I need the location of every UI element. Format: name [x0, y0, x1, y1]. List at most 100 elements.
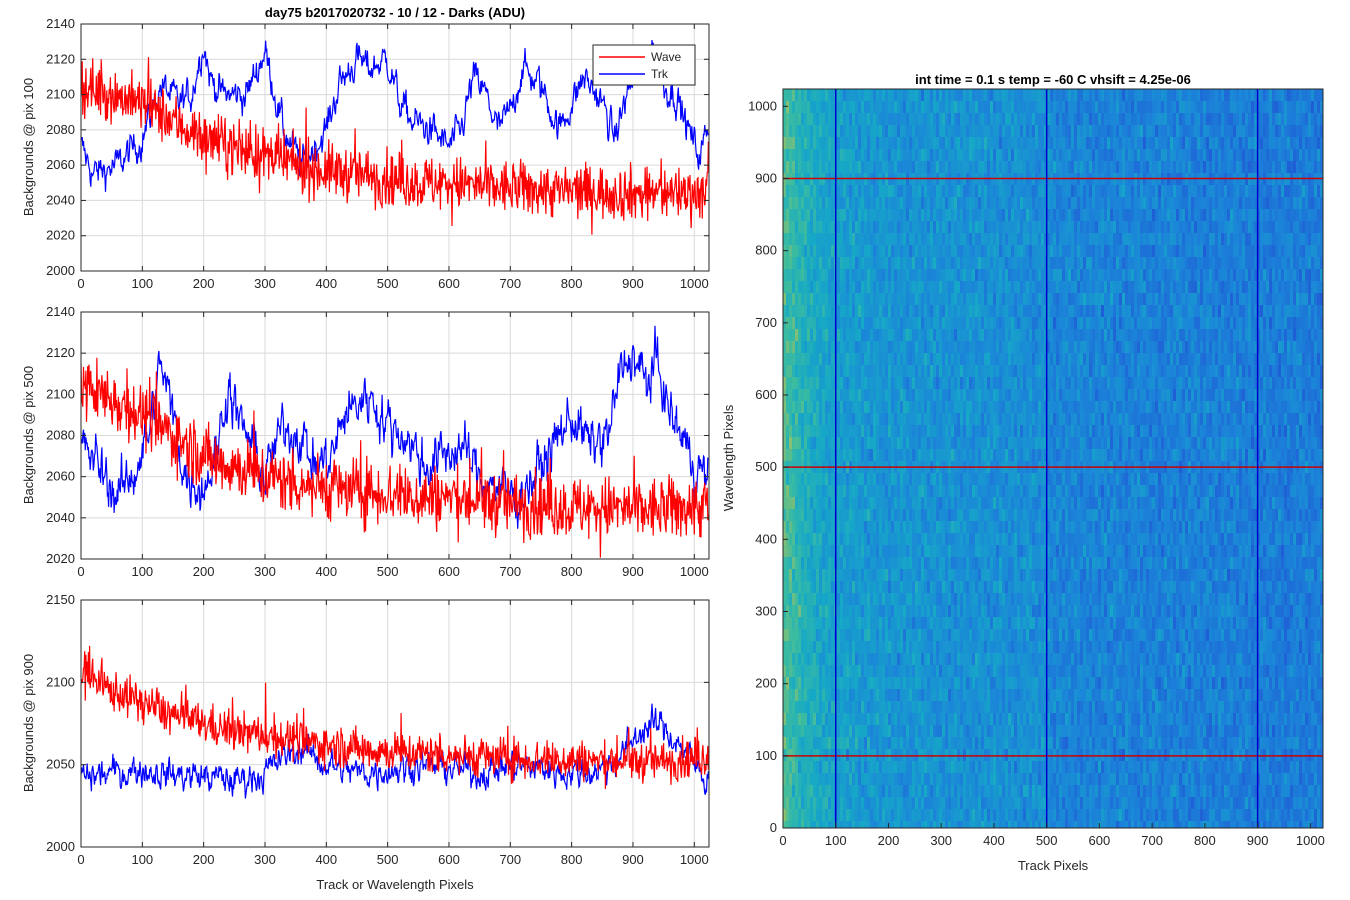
heatmap-cell	[927, 629, 931, 642]
heatmap-cell	[873, 257, 877, 270]
heatmap-cell	[837, 677, 841, 690]
heatmap-cell	[987, 425, 991, 438]
heatmap-cell	[807, 557, 811, 570]
heatmap-cell	[924, 209, 928, 222]
heatmap-cell	[951, 125, 955, 138]
heatmap-cell	[912, 329, 916, 342]
heatmap-cell	[867, 557, 871, 570]
heatmap-cell	[816, 269, 820, 282]
heatmap-cell	[930, 113, 934, 126]
heatmap-cell	[870, 629, 874, 642]
heatmap-cell	[990, 293, 994, 306]
heatmap-cell	[813, 641, 817, 654]
heatmap-cell	[933, 353, 937, 366]
heatmap-cell	[825, 341, 829, 354]
heatmap-cell	[852, 629, 856, 642]
heatmap-cell	[900, 233, 904, 246]
heatmap-cell	[885, 473, 889, 486]
heatmap-cell	[819, 401, 823, 414]
heatmap-cell	[876, 701, 880, 714]
heatmap-cell	[828, 761, 832, 774]
heatmap-cell	[954, 581, 958, 594]
heatmap-cell	[969, 257, 973, 270]
heatmap-cell	[1005, 305, 1009, 318]
heatmap-cell	[1002, 281, 1006, 294]
heatmap-cell	[969, 533, 973, 546]
heatmap-cell	[987, 533, 991, 546]
heatmap-cell	[972, 569, 976, 582]
heatmap-cell	[927, 593, 931, 606]
heatmap-cell	[933, 329, 937, 342]
heatmap-cell	[858, 269, 862, 282]
heatmap-cell	[927, 725, 931, 738]
heatmap-cell	[813, 161, 817, 174]
heatmap-cell	[891, 413, 895, 426]
heatmap-cell	[816, 293, 820, 306]
heatmap-cell	[999, 521, 1003, 534]
heatmap-cell	[966, 485, 970, 498]
heatmap-cell	[804, 269, 808, 282]
heatmap-cell	[960, 773, 964, 786]
heatmap-cell	[945, 353, 949, 366]
heatmap-cell	[984, 257, 988, 270]
heatmap-cell	[807, 641, 811, 654]
heatmap-cell	[906, 761, 910, 774]
heatmap-cell	[936, 677, 940, 690]
heatmap-cell	[882, 485, 886, 498]
heatmap-cell	[912, 449, 916, 462]
heatmap-cell	[816, 317, 820, 330]
heatmap-cell	[915, 785, 919, 798]
heatmap-cell	[945, 737, 949, 750]
heatmap-cell	[843, 689, 847, 702]
heatmap-cell	[951, 605, 955, 618]
heatmap-cell	[855, 161, 859, 174]
heatmap-cell	[960, 221, 964, 234]
heatmap-cell	[981, 401, 985, 414]
heatmap-cell	[879, 401, 883, 414]
heatmap-cell	[879, 665, 883, 678]
heatmap-cell	[843, 809, 847, 822]
heatmap-cell	[996, 89, 1000, 102]
heatmap-cell	[786, 413, 790, 426]
heatmap-cell	[981, 473, 985, 486]
heatmap-cell	[783, 497, 787, 510]
heatmap-cell	[831, 353, 835, 366]
heatmap-cell	[828, 377, 832, 390]
heatmap-cell	[957, 581, 961, 594]
heatmap-cell	[849, 329, 853, 342]
heatmap-cell	[849, 497, 853, 510]
heatmap-cell	[951, 257, 955, 270]
heatmap-cell	[894, 785, 898, 798]
heatmap-column	[981, 89, 985, 828]
heatmap-cell	[1002, 497, 1006, 510]
heatmap-cell	[891, 161, 895, 174]
heatmap-column	[816, 89, 820, 828]
heatmap-cell	[981, 809, 985, 822]
heatmap-cell	[909, 161, 913, 174]
heatmap-cell	[861, 485, 865, 498]
heatmap-cell	[801, 617, 805, 630]
heatmap-cell	[855, 209, 859, 222]
heatmap-cell	[984, 89, 988, 102]
heatmap-cell	[918, 197, 922, 210]
heatmap-cell	[993, 269, 997, 282]
heatmap-cell	[993, 353, 997, 366]
heatmap-cell	[951, 353, 955, 366]
heatmap-cell	[852, 593, 856, 606]
axes-box	[80, 599, 710, 848]
heatmap-cell	[789, 593, 793, 606]
heatmap-cell	[855, 581, 859, 594]
heatmap-cell	[1002, 581, 1006, 594]
heatmap-cell	[999, 653, 1003, 666]
heatmap-cell	[813, 509, 817, 522]
heatmap-cell	[894, 317, 898, 330]
heatmap-cell	[870, 233, 874, 246]
heatmap-cell	[789, 305, 793, 318]
heatmap-cell	[786, 209, 790, 222]
heatmap-cell	[825, 605, 829, 618]
heatmap-cell	[918, 257, 922, 270]
heatmap-cell	[897, 509, 901, 522]
heatmap-cell	[984, 305, 988, 318]
heatmap-cell	[942, 245, 946, 258]
legend[interactable]: Wave Trk	[592, 44, 696, 86]
